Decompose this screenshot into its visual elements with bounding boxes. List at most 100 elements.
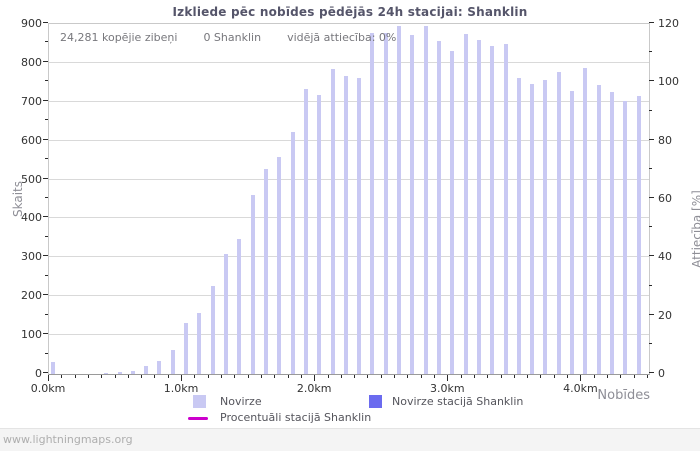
right-axis-title: Attiecība [%] xyxy=(690,190,700,268)
distribution-bar xyxy=(303,89,308,374)
x-minor-tick xyxy=(274,375,276,378)
x-major-tick xyxy=(580,375,582,381)
x-minor-tick xyxy=(234,375,236,378)
distribution-bar xyxy=(277,157,282,374)
x-minor-tick xyxy=(207,375,209,378)
x-minor-tick xyxy=(394,375,396,378)
distribution-bar xyxy=(570,91,575,374)
x-major-tick xyxy=(447,375,449,381)
x-minor-tick xyxy=(500,375,502,378)
distribution-bar xyxy=(170,350,175,374)
legend-row-1: Novirze Novirze stacijā Shanklin xyxy=(0,394,700,410)
plot-area xyxy=(48,23,650,375)
distribution-bar xyxy=(490,46,495,374)
distribution-bar xyxy=(290,132,295,374)
distribution-bar xyxy=(503,44,508,374)
distribution-bar xyxy=(397,26,402,374)
left-tick-label: 500 xyxy=(21,172,42,186)
legend-label-novirze: Novirze xyxy=(220,395,262,408)
x-minor-tick xyxy=(247,375,249,378)
left-axis-title: Skaits xyxy=(11,181,25,217)
x-minor-tick xyxy=(460,375,462,378)
distribution-bar xyxy=(556,72,561,374)
right-major-tick xyxy=(649,313,654,315)
distribution-bar xyxy=(410,35,415,374)
left-tick-label: 900 xyxy=(21,17,42,30)
right-minor-tick xyxy=(649,226,652,228)
distribution-bar xyxy=(144,366,149,374)
left-major-tick xyxy=(43,333,48,335)
left-minor-tick xyxy=(45,274,48,276)
x-minor-tick xyxy=(420,375,422,378)
x-minor-tick xyxy=(553,375,555,378)
distribution-bar xyxy=(104,373,109,374)
x-minor-tick xyxy=(433,375,435,378)
x-minor-tick xyxy=(607,375,608,378)
left-tick-label: 300 xyxy=(21,250,42,264)
legend-label-station: Novirze stacijā Shanklin xyxy=(392,395,524,408)
x-minor-tick xyxy=(593,375,595,378)
x-minor-tick xyxy=(567,375,569,378)
x-minor-tick xyxy=(633,375,635,378)
x-minor-tick xyxy=(473,375,475,378)
left-minor-tick xyxy=(45,352,48,354)
distribution-bar xyxy=(383,33,388,374)
x-minor-tick xyxy=(101,375,103,378)
x-minor-tick xyxy=(354,375,356,378)
left-minor-tick xyxy=(45,235,48,237)
distribution-bar xyxy=(450,51,455,374)
distribution-bar xyxy=(463,34,468,374)
x-minor-tick xyxy=(287,375,289,378)
x-minor-tick xyxy=(620,375,622,378)
legend-label-percent: Procentuāli stacijā Shanklin xyxy=(220,411,372,424)
right-minor-tick xyxy=(649,342,652,344)
left-tick-label: 0 xyxy=(35,367,42,380)
left-minor-tick xyxy=(45,158,48,160)
right-major-tick xyxy=(649,197,654,198)
x-minor-tick xyxy=(407,375,409,378)
x-minor-tick xyxy=(221,375,223,378)
left-major-tick xyxy=(43,138,48,140)
percent-line-swatch xyxy=(188,417,208,420)
distribution-bar xyxy=(224,254,229,374)
x-minor-tick xyxy=(527,375,529,378)
x-minor-tick xyxy=(141,375,143,378)
right-major-tick xyxy=(649,80,654,82)
right-major-tick xyxy=(649,255,654,257)
left-major-tick xyxy=(43,294,48,296)
right-major-tick xyxy=(649,138,654,140)
distribution-bar xyxy=(51,362,55,374)
x-minor-tick xyxy=(87,375,89,378)
x-minor-tick xyxy=(327,375,329,378)
left-minor-tick xyxy=(45,80,48,82)
left-minor-tick xyxy=(45,197,48,198)
left-major-tick xyxy=(43,60,48,62)
gridline xyxy=(49,61,649,63)
distribution-bar xyxy=(583,68,588,374)
x-major-tick xyxy=(48,375,49,381)
distribution-bar xyxy=(636,96,641,374)
x-tick-label: 0.0km xyxy=(30,382,66,395)
watermark-link[interactable]: www.lightningmaps.org xyxy=(3,433,133,446)
right-minor-tick xyxy=(649,167,652,169)
left-major-tick xyxy=(43,99,48,101)
distribution-bar xyxy=(476,40,481,374)
distribution-bar xyxy=(237,239,242,374)
left-minor-tick xyxy=(45,41,48,43)
left-major-tick xyxy=(43,177,48,179)
right-tick-label: 20 xyxy=(658,308,672,322)
right-tick-label: 0 xyxy=(658,367,665,380)
right-major-tick xyxy=(649,22,654,23)
left-minor-tick xyxy=(45,119,48,121)
distribution-bar xyxy=(184,323,189,374)
x-minor-tick xyxy=(74,375,76,378)
gridline xyxy=(49,100,649,102)
distribution-bar xyxy=(317,95,322,374)
distribution-bar xyxy=(157,361,162,374)
distribution-bar xyxy=(343,76,348,374)
distribution-bar xyxy=(596,85,601,374)
left-tick-label: 400 xyxy=(21,211,42,225)
distribution-bar xyxy=(210,286,215,374)
x-minor-tick xyxy=(167,375,169,378)
gridline xyxy=(49,178,649,180)
